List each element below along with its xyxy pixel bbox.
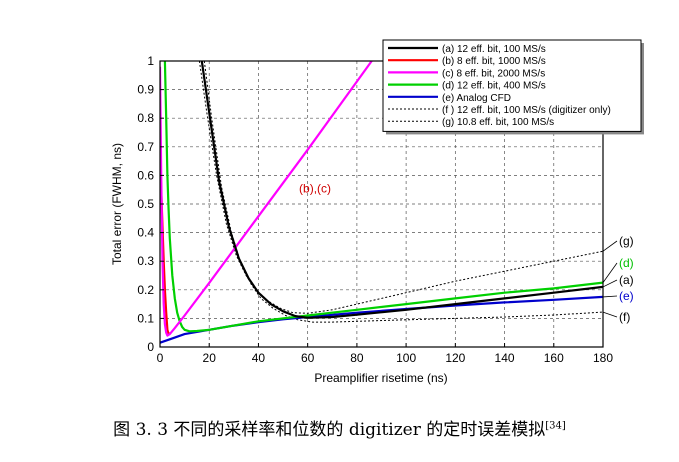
end-label-leader (602, 311, 618, 318)
series-end-labels: (a) (d) (e) (f) (g) (602, 234, 634, 324)
legend-entry: (d) 12 eff. bit, 400 MS/s (442, 81, 546, 92)
end-label-leader (602, 279, 618, 288)
legend-entry: (f ) 12 eff. bit, 100 MS/s (digitizer on… (442, 105, 611, 116)
x-tick-label: 60 (301, 351, 315, 365)
end-label-leader (602, 262, 618, 283)
x-tick-label: 80 (350, 351, 364, 365)
series-end-label: (g) (619, 234, 634, 248)
series-line-g-10-8-eff-bit-100-ms-s (198, 60, 603, 314)
series-lines (160, 60, 603, 344)
x-tick-label: 0 (157, 351, 164, 365)
series-line-e-analog-cfd (160, 295, 603, 344)
series-line-c-8-eff-bit-2000-ms-s (160, 60, 373, 337)
x-tick-label: 20 (203, 351, 217, 365)
legend-entry: (g) 10.8 eff. bit, 100 MS/s (442, 117, 554, 128)
legend-entry: (a) 12 eff. bit, 100 MS/s (442, 44, 546, 55)
legend: (a) 12 eff. bit, 100 MS/s(b) 8 eff. bit,… (382, 39, 644, 135)
y-tick-label: 0 (147, 340, 154, 354)
legend-entry: (b) 8 eff. bit, 1000 MS/s (442, 56, 546, 67)
y-tick-label: 0.7 (137, 140, 154, 154)
legend-entry: (c) 8 eff. bit, 2000 MS/s (442, 68, 545, 79)
tick-labels: 0 20 40 60 80 100 120 140 160 180 0 0.1 0.2 0.3 0.4 0.5… (137, 54, 613, 365)
x-tick-label: 140 (495, 351, 515, 365)
caption-text: 图 3. 3 不同的采样率和位数的 digitizer 的定时误差模拟 (113, 420, 546, 440)
series-line-a-12-eff-bit-100-ms-s (200, 60, 603, 319)
x-tick-label: 100 (396, 351, 416, 365)
y-tick-label: 1 (147, 54, 154, 68)
y-tick-label: 0.9 (137, 83, 154, 97)
series-end-label: (d) (619, 256, 634, 270)
end-label-leader (602, 295, 618, 298)
annotation-label: (b),(c) (299, 182, 331, 196)
y-tick-label: 0.1 (137, 311, 154, 325)
y-tick-label: 0.6 (137, 168, 154, 182)
legend-entry: (e) Analog CFD (442, 93, 511, 104)
x-tick-label: 180 (593, 351, 613, 365)
series-line-d-12-eff-bit-400-ms-s (163, 60, 603, 333)
y-tick-label: 0.2 (137, 283, 154, 297)
x-axis-label: Preamplifier risetime (ns) (314, 371, 447, 385)
y-tick-label: 0.8 (137, 111, 154, 125)
series-end-label: (e) (619, 289, 634, 303)
x-tick-label: 120 (445, 351, 465, 365)
series-end-label: (a) (619, 273, 634, 287)
caption-reference: [34] (545, 420, 566, 432)
x-tick-label: 160 (544, 351, 564, 365)
y-tick-label: 0.3 (137, 254, 154, 268)
plot-frame (159, 60, 604, 348)
grid-lines (160, 61, 603, 347)
axes (159, 60, 604, 348)
end-label-leader (602, 240, 618, 252)
y-tick-label: 0.4 (137, 226, 154, 240)
y-tick-label: 0.5 (137, 197, 154, 211)
figure-caption: 图 3. 3 不同的采样率和位数的 digitizer 的定时误差模拟[34] (0, 415, 679, 440)
annotations: (b),(c) (299, 182, 331, 196)
y-axis-label: Total error (FWHM, ns) (110, 143, 124, 265)
x-tick-label: 40 (252, 351, 266, 365)
series-end-label: (f) (619, 310, 630, 324)
